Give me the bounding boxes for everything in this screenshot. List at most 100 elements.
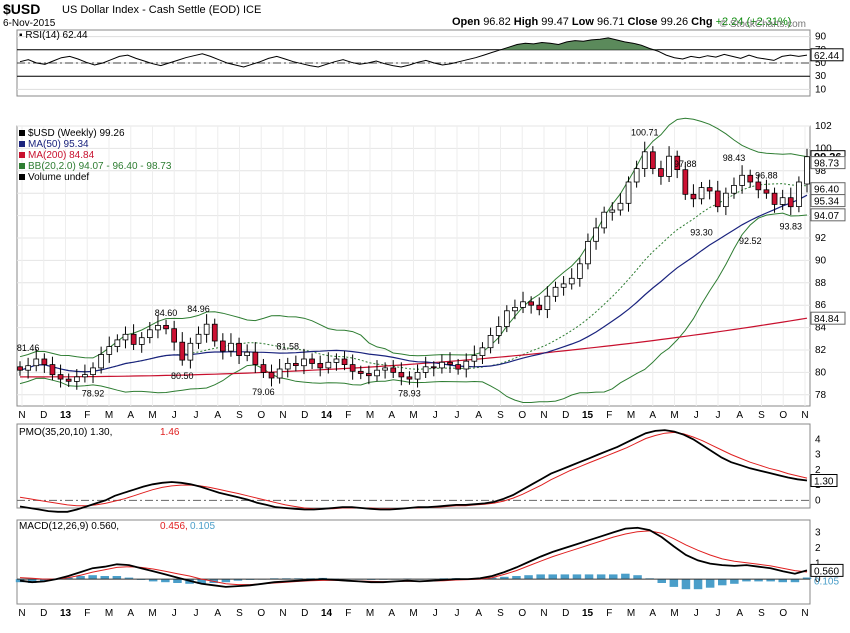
price-x-label: F [606,410,612,421]
macd-histogram-bar [609,574,618,580]
price-x-label: 15 [582,410,594,421]
macd-x-label: A [475,608,482,619]
candle-up [617,202,624,211]
macd-x-label: A [214,608,221,619]
candle-up [487,334,494,349]
candle-up [796,181,802,208]
candle-down [65,378,72,382]
candle-down [447,361,453,365]
rsi-line [19,37,808,68]
price-tick-label: 80 [815,367,827,378]
candle-down [682,169,689,195]
price-x-label: N [279,410,286,421]
macd-signal-line [19,530,808,586]
candle-up [301,358,307,367]
price-x-label: D [562,410,569,421]
candle-down [658,168,664,177]
candle-down [455,364,462,370]
candle-down [268,371,275,379]
candle-up [114,339,121,347]
price-legend-swatch [19,174,25,180]
candle-down [406,376,413,380]
pmo-tick-label: 0 [815,495,821,506]
macd-histogram-bar [88,575,97,580]
macd-legend-signal: 0.456, [160,521,188,532]
price-x-label: 13 [60,410,72,421]
macd-x-label: M [105,608,113,619]
macd-histogram-bar [596,574,606,580]
candle-up [723,192,729,207]
candle-up [739,174,746,186]
candle-up [414,371,421,380]
chg-value: +2.24 (+2.31%) [715,16,792,28]
price-tick-label: 98 [815,166,827,177]
candle-up [512,306,518,312]
candle-up [666,155,672,177]
candle-up [374,369,380,377]
price-legend-swatch [19,130,25,136]
price-x-label: A [127,410,134,421]
candle-up [471,355,478,362]
price-x-label: J [716,410,721,421]
macd-histogram-bar [112,576,122,580]
price-legend-swatch [19,152,25,158]
price-annotation: 80.50 [171,371,194,381]
price-x-label: A [736,410,743,421]
candle-up [284,362,291,370]
macd-tick-label: 2 [815,543,821,554]
price-x-label: M [409,410,417,421]
price-x-label: F [345,410,351,421]
candle-up [495,326,502,336]
macd-x-label: J [716,608,721,619]
price-value-label: 94.07 [814,211,839,222]
price-x-label: A [214,410,221,421]
price-legend-item: BB(20,2.0) 94.07 - 96.40 - 98.73 [28,161,172,172]
price-x-label: 14 [321,410,333,421]
macd-tick-label: 3 [815,527,821,538]
macd-x-label: F [84,608,90,619]
price-x-label: O [518,410,526,421]
macd-x-label: M [409,608,417,619]
copyright-text: © StockCharts.com [719,19,806,30]
candle-up [33,358,40,367]
price-value-box [810,208,846,222]
candle-down [236,342,242,356]
macd-x-label: S [497,608,504,619]
price-x-label: O [779,410,787,421]
candle-up [74,376,80,382]
price-x-label: D [40,410,47,421]
macd-last-box [810,563,844,577]
macd-histogram-bar [500,576,509,580]
price-tick-label: 90 [815,255,827,266]
macd-histogram-bar [572,574,582,580]
price-x-label: M [148,410,156,421]
candle-down [674,155,681,170]
candle-up [544,295,551,311]
price-annotation: 93.30 [690,227,713,237]
macd-histogram-bar [681,579,691,590]
rsi-legend: ▪ RSI(14) 62.44 [19,30,88,41]
rsi-tick-label: 90 [815,32,827,43]
price-tick-label: 82 [815,345,827,356]
close-label: Close [627,16,658,28]
candle-up [382,367,389,371]
candle-up [585,240,591,265]
open-value: 96.82 [483,16,511,28]
price-value-label: 84.84 [814,314,839,325]
ticker-symbol: $USD [3,1,41,17]
candle-up [203,323,210,335]
macd-histogram-bar [27,579,37,583]
candle-up [593,227,599,242]
macd-x-label: O [779,608,787,619]
candle-down [755,181,762,191]
candle-down [171,328,177,343]
candle-down [763,189,770,194]
candle-up [138,337,145,345]
macd-x-label: N [540,608,547,619]
candle-down [365,373,372,377]
candle-up [25,365,32,371]
macd-histogram-bar [40,579,49,582]
price-x-label: M [627,410,635,421]
macd-histogram-bar [560,574,570,580]
